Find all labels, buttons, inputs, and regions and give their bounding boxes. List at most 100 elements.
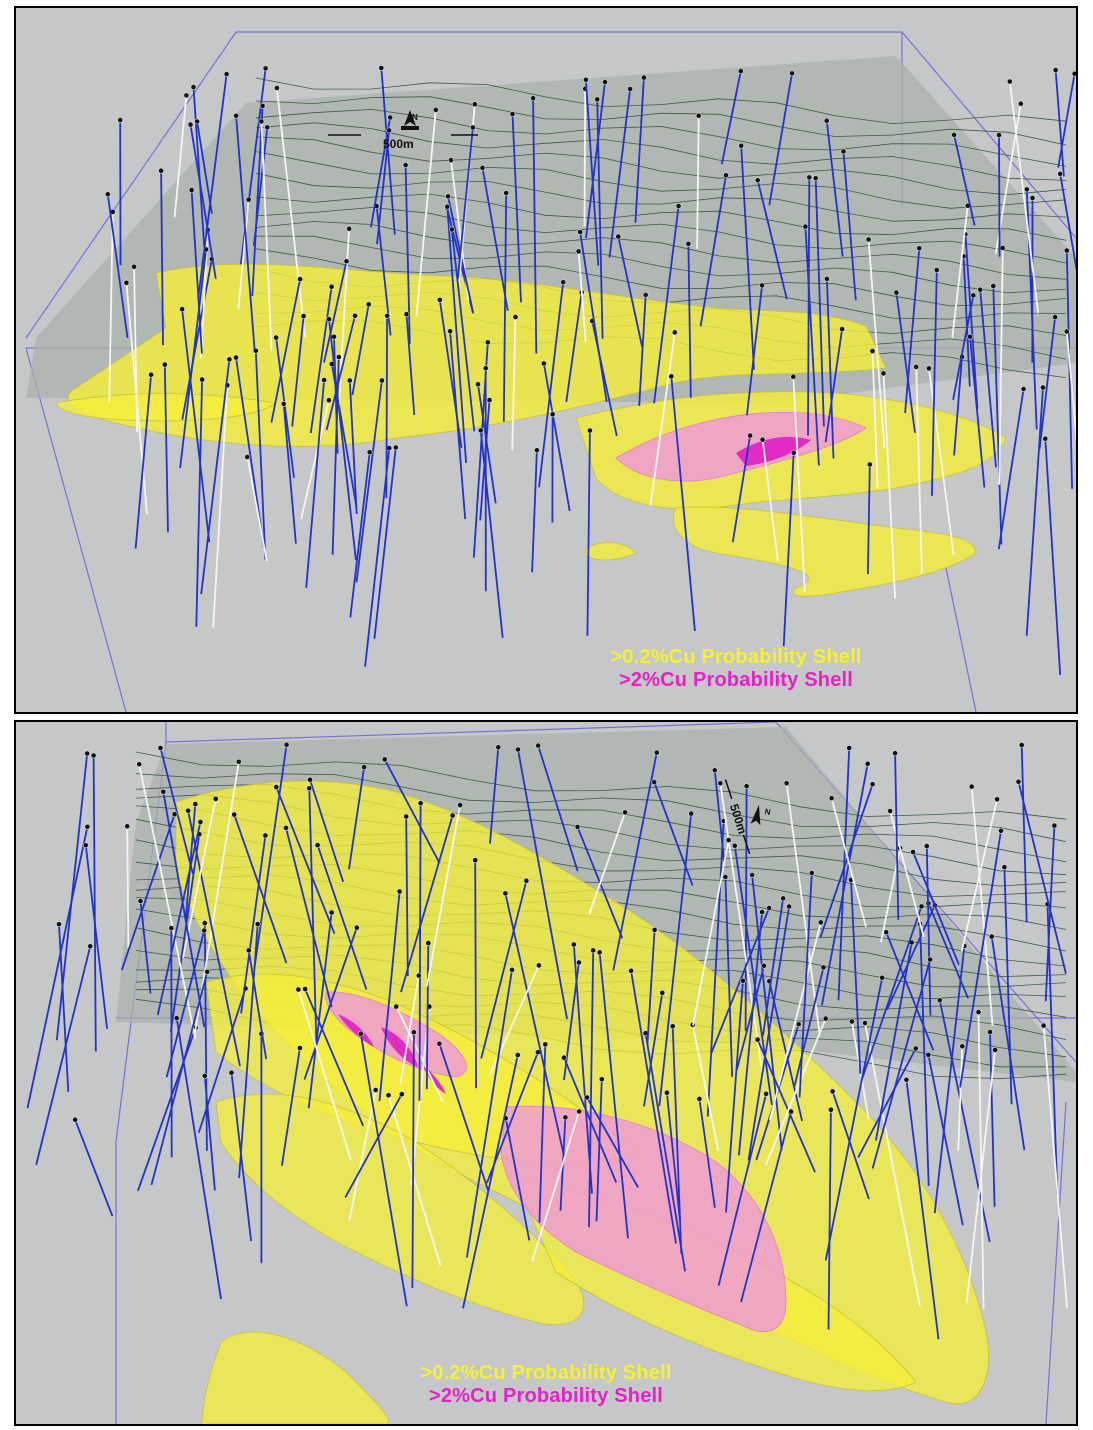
drillhole-trace	[348, 1089, 377, 1221]
collar-dot-icon	[996, 132, 1002, 138]
collar-dot-icon	[201, 920, 208, 926]
drillhole-trace	[746, 285, 763, 416]
collar-dot-icon	[596, 949, 603, 956]
collar-dot-icon	[987, 1029, 993, 1035]
drillhole-trace	[474, 860, 477, 1089]
drillhole-trace	[970, 786, 994, 1026]
collar-dot-icon	[926, 365, 932, 372]
bottom-3d-view-panel: 500m N >0.2%Cu Probability Shell >2%Cu P…	[14, 720, 1078, 1426]
collar-dot-icon	[994, 796, 1000, 803]
drillhole-trace	[867, 239, 886, 449]
drillhole-trace	[653, 205, 680, 404]
drillhole-trace	[173, 95, 188, 218]
collar-dot-icon	[642, 291, 649, 298]
collar-dot-icon	[562, 1114, 569, 1121]
drillhole-trace	[1008, 81, 1040, 314]
drillhole-trace	[964, 234, 979, 409]
collar-dot-icon	[542, 1041, 549, 1048]
svg-text:N: N	[412, 113, 418, 122]
collar-dot-icon	[117, 117, 124, 123]
collar-dot-icon	[254, 921, 261, 927]
collar-dot-icon	[761, 962, 767, 969]
collar-dot-icon	[201, 1072, 208, 1079]
drillhole-trace	[1065, 331, 1076, 443]
collar-dot-icon	[977, 286, 984, 293]
collar-dot-icon	[766, 905, 772, 911]
drillhole-trace	[1046, 904, 1059, 1195]
contour-line	[255, 96, 1067, 146]
contour-line	[255, 136, 1067, 196]
collar-dot-icon	[1020, 386, 1027, 392]
drillhole-trace	[720, 70, 742, 165]
drillhole-trace	[731, 435, 751, 543]
drillhole-trace	[387, 1094, 442, 1267]
drillhole-trace	[418, 803, 422, 1101]
collar-dot-icon	[651, 779, 658, 785]
drillhole-trace	[804, 226, 820, 466]
drillhole-trace	[698, 1098, 716, 1208]
collar-dot-icon	[258, 118, 265, 125]
collar-dot-icon	[321, 377, 327, 383]
drillhole-trace	[450, 229, 476, 432]
drillhole-trace	[187, 810, 241, 1067]
collar-dot-icon	[457, 802, 463, 808]
collar-dot-icon	[328, 283, 335, 290]
drillhole-trace	[915, 366, 923, 574]
collar-dot-icon	[514, 1052, 521, 1058]
collar-dot-icon	[179, 306, 185, 313]
collar-dot-icon	[602, 79, 608, 85]
contour-line	[135, 773, 1067, 843]
collar-dot-icon	[509, 966, 515, 973]
collar-dot-icon	[788, 1108, 794, 1115]
collar-dot-icon	[653, 749, 660, 756]
north-arrow-icon: N	[401, 110, 419, 130]
collar-dot-icon	[245, 196, 252, 203]
collar-dot-icon	[725, 837, 732, 843]
collar-dot-icon	[346, 377, 353, 384]
collar-dot-icon	[990, 283, 997, 289]
drillhole-trace	[577, 251, 587, 343]
collar-dot-icon	[883, 929, 890, 936]
drillhole-trace	[612, 752, 658, 971]
collar-dot-icon	[90, 752, 97, 759]
collar-dot-icon	[731, 842, 738, 849]
collar-dot-icon	[688, 810, 695, 817]
collar-dot-icon	[887, 808, 893, 814]
collar-dot-icon	[549, 411, 556, 418]
collar-dot-icon	[161, 361, 168, 368]
drillhole-trace	[108, 211, 114, 402]
collar-dot-icon	[425, 940, 432, 946]
collar-dot-icon	[449, 812, 456, 819]
drillhole-trace	[385, 315, 388, 499]
collar-dot-icon	[534, 447, 540, 454]
drillhole-trace	[837, 747, 851, 1001]
collar-dot-icon	[415, 972, 422, 979]
drillhole-trace	[965, 1049, 996, 1304]
drillhole-trace	[253, 744, 288, 968]
drillholes	[26, 741, 1068, 1340]
collar-dot-icon	[72, 1116, 78, 1123]
drillhole-trace	[126, 826, 130, 949]
drillhole-trace	[583, 88, 587, 227]
collar-dot-icon	[671, 329, 678, 336]
collar-dot-icon	[866, 461, 873, 468]
scale-bar-label: 500m	[383, 137, 414, 151]
collar-dot-icon	[740, 977, 746, 984]
high-grade-shell	[615, 411, 867, 482]
collar-dot-icon	[385, 1092, 392, 1099]
drillhole-trace	[380, 67, 396, 235]
collar-dot-icon	[817, 919, 824, 926]
drillhole-trace	[184, 804, 197, 919]
collar-dot-icon	[723, 172, 729, 179]
drillhole-trace	[905, 1079, 940, 1340]
drillhole-trace	[814, 178, 825, 427]
collar-dot-icon	[469, 124, 476, 131]
drillhole-trace	[740, 145, 755, 370]
collar-dot-icon	[590, 947, 597, 954]
collar-dot-icon	[194, 118, 200, 125]
drillhole-trace	[378, 891, 401, 1102]
drillhole-trace	[195, 379, 203, 627]
collar-dot-icon	[584, 1094, 590, 1101]
drillhole-trace	[595, 1079, 603, 1222]
collar-dot-icon	[754, 1036, 761, 1043]
